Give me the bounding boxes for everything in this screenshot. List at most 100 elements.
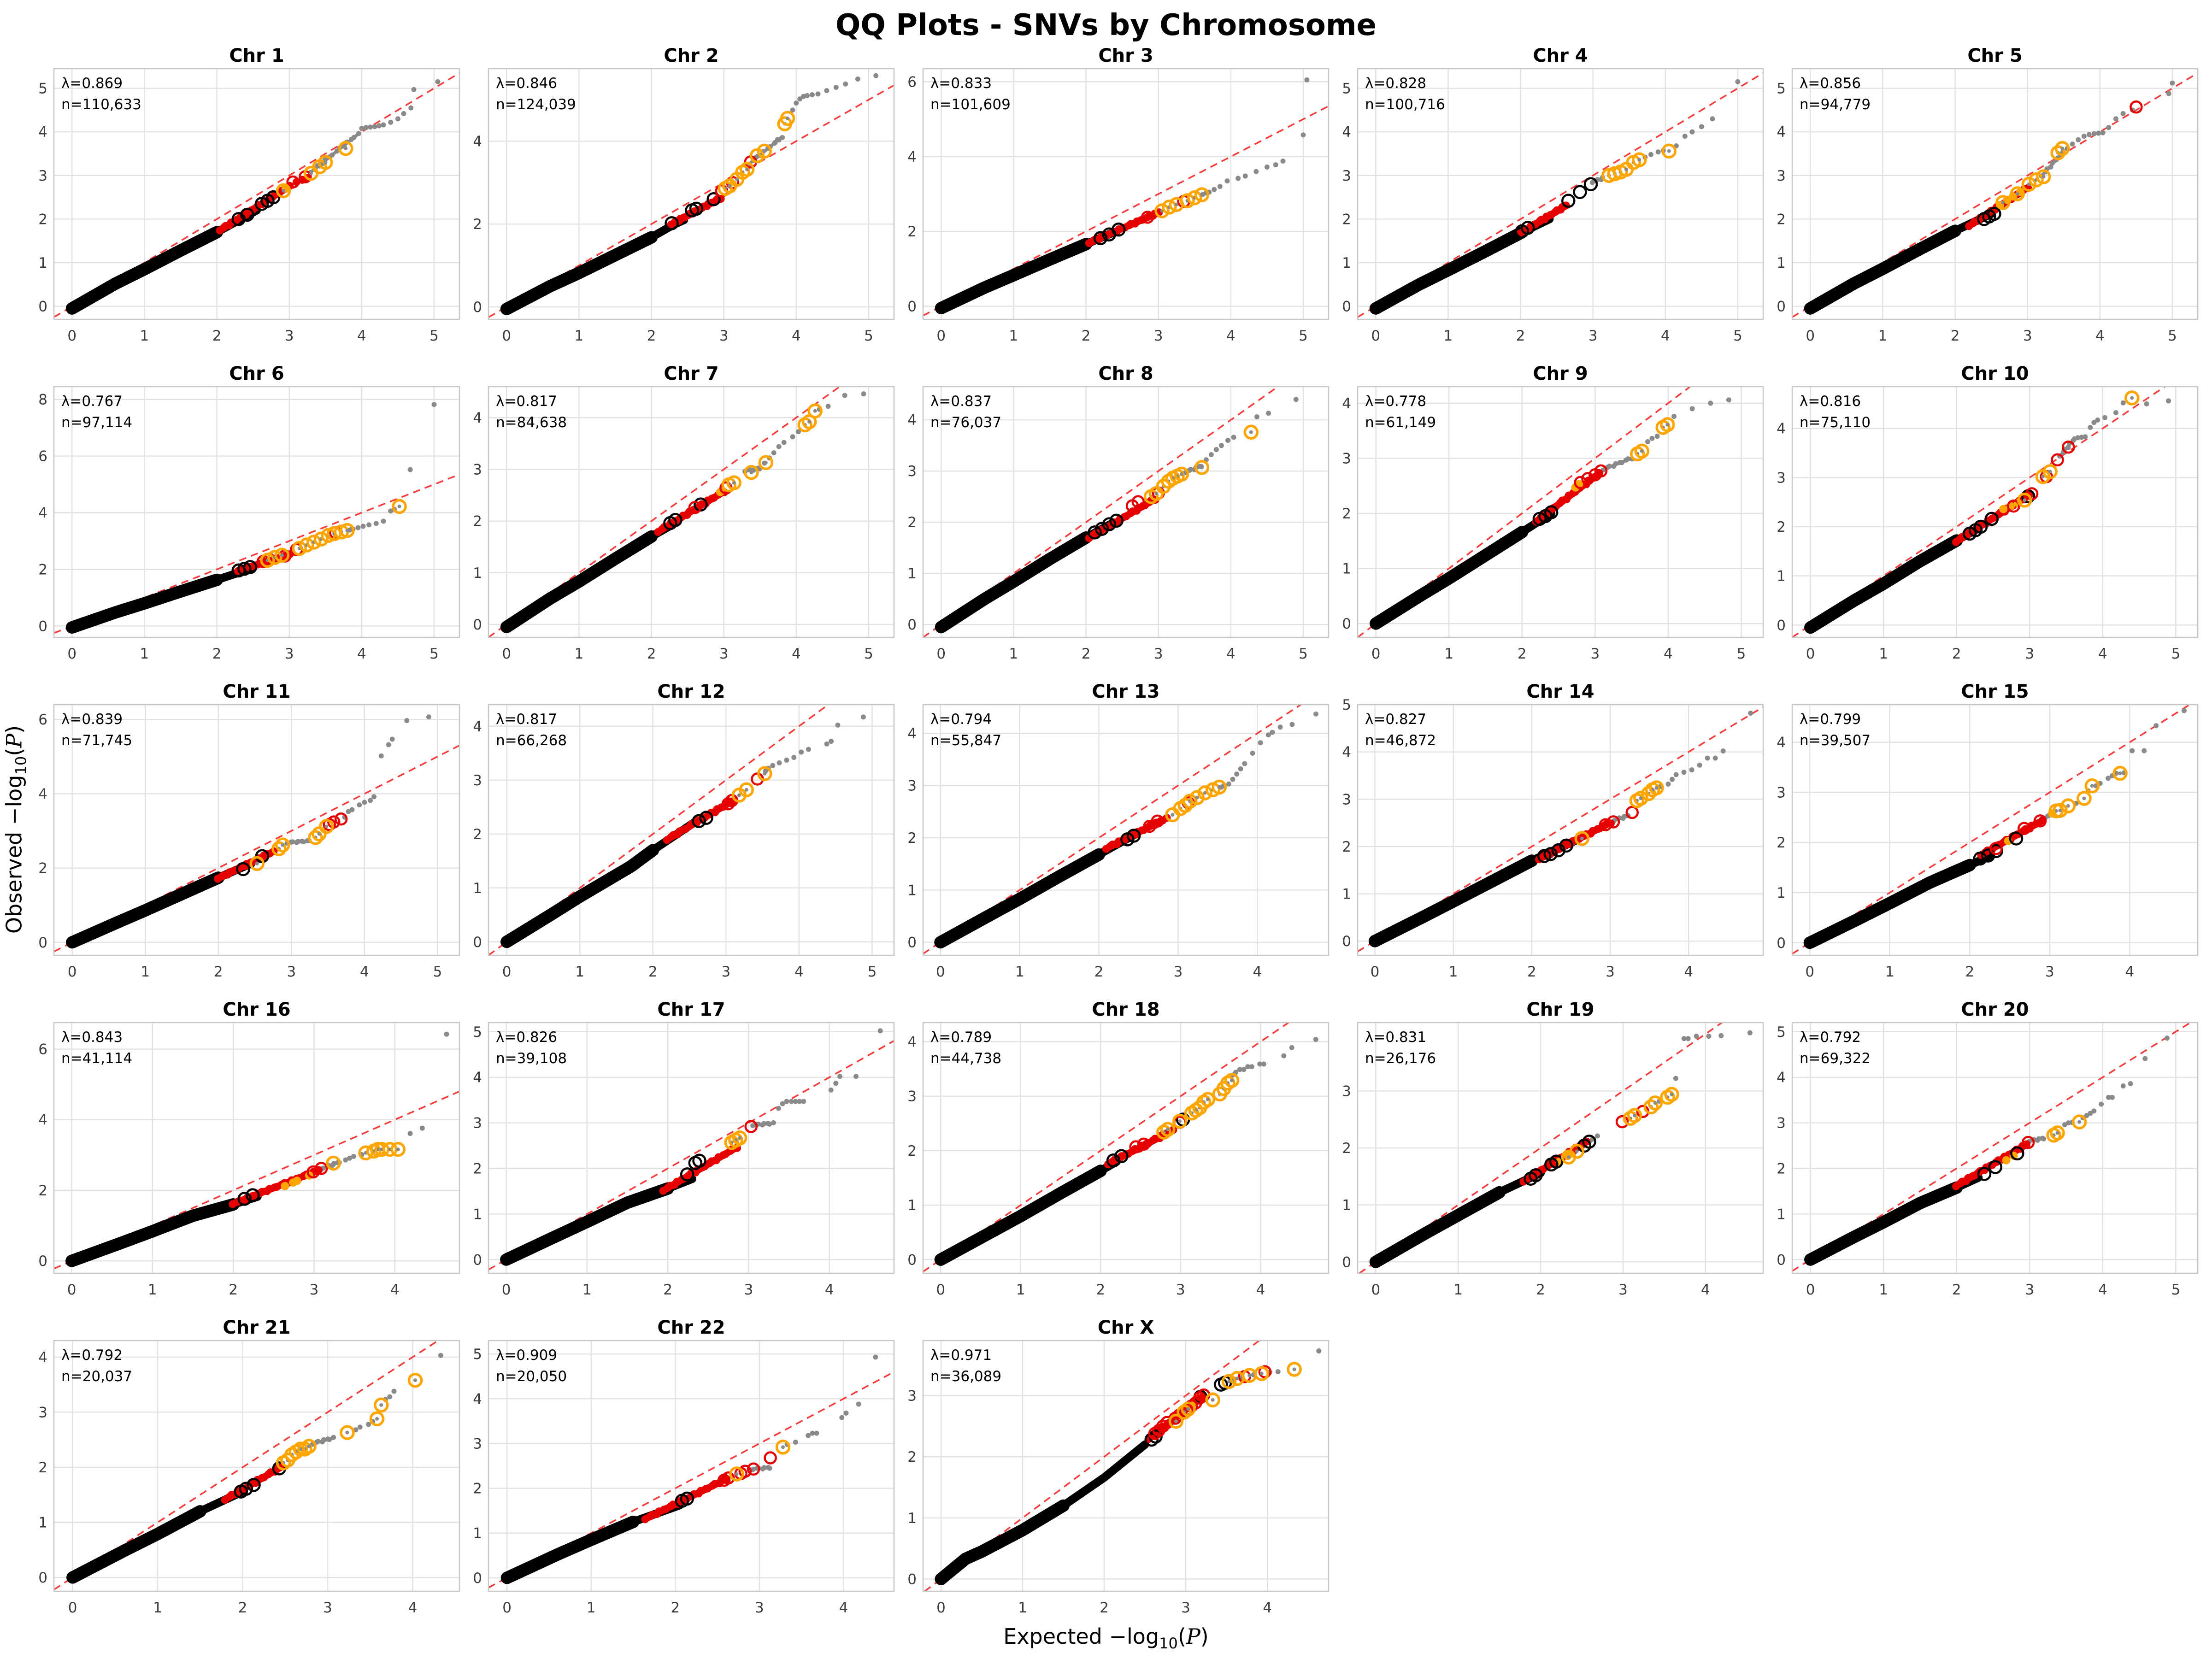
x-tick-labels: 0 1 2 3 4	[936, 1600, 1272, 1616]
svg-text:5: 5	[1342, 81, 1351, 97]
svg-text:2: 2	[1952, 1282, 1961, 1298]
svg-text:0: 0	[907, 299, 917, 315]
subplot-title: Chr 8	[1098, 366, 1153, 384]
svg-text:2: 2	[1777, 835, 1786, 851]
black-ring-markers	[1963, 489, 2036, 541]
svg-text:0: 0	[38, 299, 47, 315]
svg-text:3: 3	[755, 1600, 764, 1616]
svg-text:2: 2	[1516, 328, 1525, 344]
identity-dashed-line	[488, 386, 841, 638]
gridlines	[488, 1023, 894, 1273]
svg-text:2: 2	[1342, 211, 1351, 228]
svg-text:2: 2	[1082, 328, 1091, 344]
svg-text:3: 3	[1154, 328, 1163, 344]
n-annotation: n=39,507	[1800, 732, 1871, 749]
qq-plot-canvas: 0 1 2 3 4 5 0 1 2 3 4 5 Chr 5 λ=0.856 n=94,779	[1777, 45, 2199, 344]
svg-text:3: 3	[2045, 964, 2054, 980]
qq-subplot-chr-x: 0 1 2 3 4 0 1 2 3 Chr X λ=0.971 n=36,089	[898, 1317, 1332, 1638]
lambda-annotation: λ=0.817	[496, 393, 557, 410]
x-axis-label: Expected −log10(P)	[0, 1624, 2212, 1652]
orange-ring-markers	[1574, 780, 1664, 846]
qq-subplot-chr-14: 0 1 2 3 4 0 1 2 3 4 5 Chr 14 λ=0.827 n=46,872	[1332, 681, 1767, 1002]
qq-subplot-chr-19: 0 1 2 3 4 0 1 2 3 Chr 19 λ=0.831 n=26,176	[1332, 999, 1767, 1320]
svg-text:5: 5	[433, 964, 442, 980]
svg-text:5: 5	[864, 328, 873, 344]
svg-text:3: 3	[2023, 328, 2032, 344]
y-tick-labels: 0 1 2 3 4 5	[1342, 81, 1351, 315]
svg-text:2: 2	[663, 1282, 672, 1298]
orange-ring-markers	[731, 766, 772, 803]
identity-dashed-line	[922, 386, 1279, 638]
gray-tail-series	[1218, 711, 1318, 790]
qq-plot-canvas: 0 1 2 3 4 5 0 1 2 3 4 Chr 10 λ=0.816 n=75,110	[1777, 363, 2199, 662]
n-annotation: n=66,268	[496, 732, 567, 749]
n-annotation: n=39,108	[496, 1050, 567, 1067]
y-tick-labels: 0 2 4 6 8	[38, 392, 47, 635]
svg-text:2: 2	[1518, 646, 1527, 662]
svg-text:2: 2	[473, 1481, 482, 1497]
svg-text:5: 5	[1299, 328, 1308, 344]
gray-tail-series	[1200, 77, 1310, 197]
lambda-annotation: λ=0.792	[1800, 1029, 1861, 1046]
qq-subplot-chr-16: 0 1 2 3 4 0 2 4 6 Chr 16 λ=0.843 n=41,114	[29, 999, 463, 1320]
identity-dashed-line	[53, 473, 460, 634]
n-annotation: n=61,149	[1365, 414, 1436, 431]
y-tick-labels: 0 1 2 3 4 5	[1342, 697, 1351, 950]
svg-text:3: 3	[310, 1282, 319, 1298]
svg-text:3: 3	[1588, 328, 1598, 344]
qq-plot-canvas: 0 1 2 3 4 5 0 1 2 3 4 5 Chr 4 λ=0.828 n=100,716	[1342, 45, 1764, 344]
svg-text:6: 6	[907, 74, 917, 90]
orange-ring-markers	[1995, 141, 2070, 210]
svg-text:4: 4	[473, 1391, 482, 1407]
panel-border	[53, 1340, 460, 1592]
svg-text:0: 0	[936, 646, 946, 662]
svg-text:0: 0	[473, 1252, 482, 1268]
red-ring-markers	[1574, 464, 1608, 489]
svg-text:1: 1	[1879, 1282, 1888, 1298]
svg-text:1: 1	[1777, 255, 1786, 271]
svg-text:0: 0	[38, 618, 47, 635]
y-tick-labels: 0 1 2 3 4	[1342, 395, 1351, 632]
svg-text:5: 5	[2171, 646, 2181, 662]
y-tick-labels: 0 2 4 6	[38, 712, 47, 951]
qq-subplot-chr-1: 0 1 2 3 4 5 0 1 2 3 4 5 Chr 1 λ=0.869 n=110,633	[29, 45, 463, 366]
svg-text:2: 2	[238, 1600, 247, 1616]
identity-dashed-line	[1359, 1022, 1723, 1274]
orange-ring-markers	[276, 1372, 423, 1471]
qq-subplot-chr-22: 0 1 2 3 4 0 1 2 3 4 5 Chr 22 λ=0.909 n=20,050	[463, 1317, 898, 1638]
svg-text:3: 3	[2025, 646, 2034, 662]
x-tick-labels: 0 1 2 3 4	[502, 1282, 834, 1298]
x-tick-labels: 0 1 2 3 4 5	[936, 328, 1307, 344]
svg-text:2: 2	[1082, 646, 1091, 662]
svg-text:5: 5	[1733, 328, 1742, 344]
svg-text:4: 4	[38, 505, 47, 522]
svg-text:2: 2	[907, 514, 917, 531]
svg-text:3: 3	[744, 1282, 753, 1298]
svg-text:3: 3	[323, 1600, 332, 1616]
svg-text:2: 2	[38, 860, 47, 877]
svg-text:1: 1	[575, 964, 584, 980]
y-tick-labels: 0 2 4 6	[907, 74, 917, 315]
svg-text:3: 3	[1176, 1282, 1185, 1298]
x-tick-labels: 0 1 2 3 4 5	[1806, 328, 2177, 344]
panel-border	[922, 386, 1330, 638]
svg-text:2: 2	[1100, 1600, 1109, 1616]
orange-ring-markers	[260, 499, 407, 568]
subplot-title: Chr 14	[1526, 684, 1594, 702]
svg-text:1: 1	[1342, 1197, 1351, 1214]
svg-text:4: 4	[408, 1600, 418, 1616]
svg-text:3: 3	[907, 463, 917, 480]
orange-ring-markers	[1561, 1087, 1679, 1165]
svg-text:1: 1	[473, 1206, 482, 1223]
y-tick-labels: 0 1 2 3 4 5	[473, 1346, 482, 1587]
svg-text:2: 2	[907, 224, 917, 240]
svg-text:3: 3	[907, 1088, 917, 1105]
black-band-series	[1370, 509, 1556, 630]
svg-text:4: 4	[357, 328, 366, 344]
subplot-title: Chr X	[1098, 1320, 1154, 1338]
svg-text:1: 1	[907, 565, 917, 582]
panel-border	[488, 386, 895, 638]
svg-text:1: 1	[1453, 1282, 1463, 1298]
svg-text:3: 3	[719, 646, 729, 662]
svg-text:5: 5	[868, 964, 877, 980]
